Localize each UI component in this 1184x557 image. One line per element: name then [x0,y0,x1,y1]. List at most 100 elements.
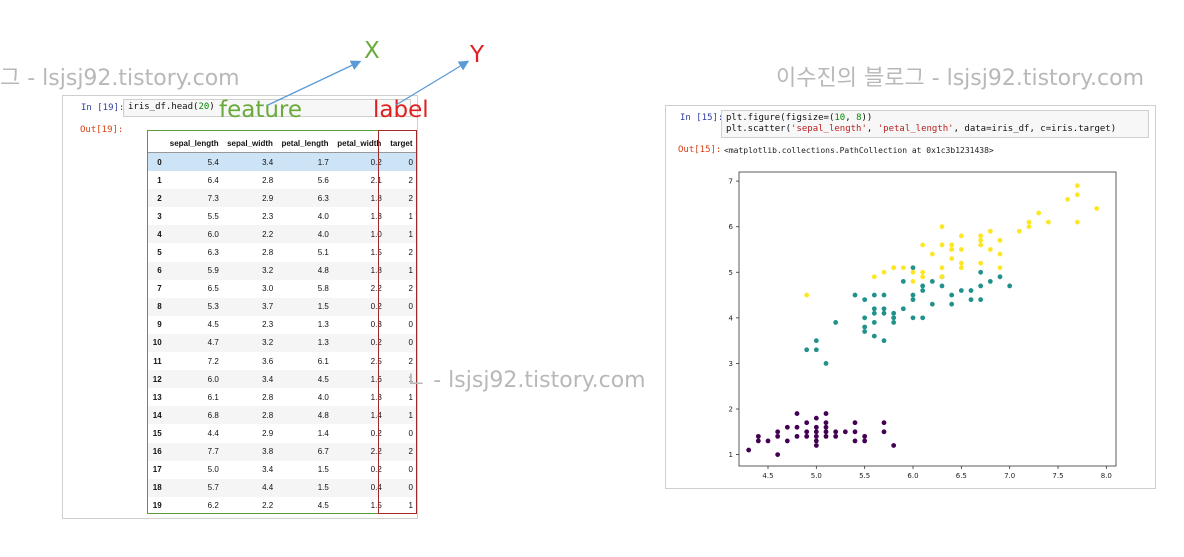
y-tick-label: 6 [729,223,734,231]
table-row[interactable]: 9 4.5 2.3 1.3 0.3 0 [147,316,417,334]
y-tick-label: 2 [729,406,733,414]
scatter-point [871,306,877,312]
scatter-point [920,269,926,275]
table-cell: 1 [408,392,413,402]
scatter-point [804,429,810,435]
table-cell: 2 [408,175,413,185]
scatter-point [929,251,935,257]
table-cell: 6.3 [207,248,219,258]
table-row[interactable]: 6 5.9 3.2 4.8 1.8 1 [147,261,417,280]
table-row[interactable]: 18 5.7 4.4 1.5 0.4 0 [147,478,417,497]
scatter-point [823,411,829,416]
scatter-point [813,438,819,444]
table-cell: 1.8 [332,189,386,208]
scatter-point [1074,183,1080,189]
table-cell: 6.0 [165,370,223,389]
scatter-point [881,269,887,275]
table-cell: 2.1 [370,175,382,185]
column-header: petal_length [277,134,333,153]
scatter-point [920,274,926,280]
table-cell: 1.6 [332,370,386,389]
table-cell: 1.5 [277,297,333,316]
scatter-point [1045,219,1051,225]
scatter-point [910,315,916,321]
table-cell: 0 [385,478,417,497]
table-cell: 1.3 [370,392,382,402]
scatter-point [910,269,916,275]
scatter-point [939,274,945,280]
row-index: 19 [152,501,162,511]
table-row[interactable]: 8 5.3 3.7 1.5 0.2 0 [147,297,417,316]
table-row[interactable]: 17 5.0 3.4 1.5 0.2 0 [147,461,417,479]
scatter-point [813,433,819,439]
table-row[interactable]: 4 6.0 2.2 4.0 1.0 1 [147,225,417,244]
column-header: petal_width [332,134,386,153]
table-cell: 2.9 [262,428,274,438]
scatter-point [862,324,868,330]
scatter-point [978,242,984,248]
table-cell: 5.0 [207,465,219,475]
table-cell: 1.8 [332,261,386,280]
row-index: 11 [153,356,162,366]
scatter-point [978,283,984,289]
scatter-point [862,433,868,439]
table-row[interactable]: 13 6.1 2.8 4.0 1.3 1 [147,388,417,406]
table-row[interactable]: 2 7.3 2.9 6.3 1.8 2 [147,189,417,208]
table-cell: 0.4 [332,478,386,497]
scatter-point [862,438,868,444]
table-cell: 1 [385,406,417,425]
row-index: 3 [157,211,162,221]
table-cell: 0.3 [370,320,382,330]
table-cell: 1 [385,370,417,389]
table-row[interactable]: 3 5.5 2.3 4.0 1.3 1 [147,207,417,225]
table-cell: 4.4 [222,478,278,497]
arrow-to-y [395,60,470,106]
x-tick-label: 7.5 [1052,472,1063,480]
scatter-point [804,420,810,426]
scatter-point [968,297,974,303]
table-row[interactable]: 10 4.7 3.2 1.3 0.2 0 [147,333,417,353]
table-row[interactable]: 1 6.4 2.8 5.6 2.1 2 [147,171,417,189]
table-cell: 1.3 [317,320,329,330]
out-prompt-right: Out[15]: [678,145,722,155]
table-row[interactable]: 15 4.4 2.9 1.4 0.2 0 [147,424,417,442]
row-index: 9 [157,320,162,330]
scatter-point [881,306,887,312]
table-cell: 2.8 [262,248,274,258]
scatter-point [987,278,993,284]
table-cell: 2.8 [222,406,278,425]
scatter-point [852,438,858,444]
table-row[interactable]: 14 6.8 2.8 4.8 1.4 1 [147,406,417,425]
code-token: )) [861,113,873,123]
table-cell: 5.7 [165,478,223,497]
table-cell: 1.0 [332,225,386,244]
table-cell: 3.4 [222,370,278,389]
table-row[interactable]: 12 6.0 3.4 4.5 1.6 1 [147,370,417,389]
table-cell: 3.4 [222,152,278,172]
scatter-point [1016,228,1022,234]
table-row[interactable]: 7 6.5 3.0 5.8 2.2 2 [147,280,417,298]
table-cell: 6.4 [207,175,219,185]
scatter-point [804,433,810,439]
table-cell: 5.9 [165,261,223,280]
table-row[interactable]: 5 6.3 2.8 5.1 1.5 2 [147,243,417,261]
table-row[interactable]: 0 5.4 3.4 1.7 0.2 0 [147,152,417,172]
table-cell: 5.6 [317,175,329,185]
table-row[interactable]: 19 6.2 2.2 4.5 1.5 1 [147,497,417,515]
code-string: 'sepal_length' [791,124,867,134]
scatter-point [978,237,984,243]
table-cell: 0.2 [332,152,386,172]
table-row[interactable]: 16 7.7 3.8 6.7 2.2 2 [147,442,417,461]
x-tick-label: 6.5 [956,472,967,480]
code-input[interactable]: iris_df.head(20) [123,99,411,117]
table-row[interactable]: 11 7.2 3.6 6.1 2.5 2 [147,352,417,370]
code-input-right[interactable]: plt.figure(figsize=(10, 8)) plt.scatter('… [721,110,1149,138]
row-index: 16 [147,442,166,461]
scatter-point [910,278,916,284]
scatter-point [871,320,877,325]
column-header: sepal_width [222,134,278,153]
table-cell: 1 [385,225,417,244]
scatter-point [852,420,858,426]
scatter-point [997,237,1003,243]
